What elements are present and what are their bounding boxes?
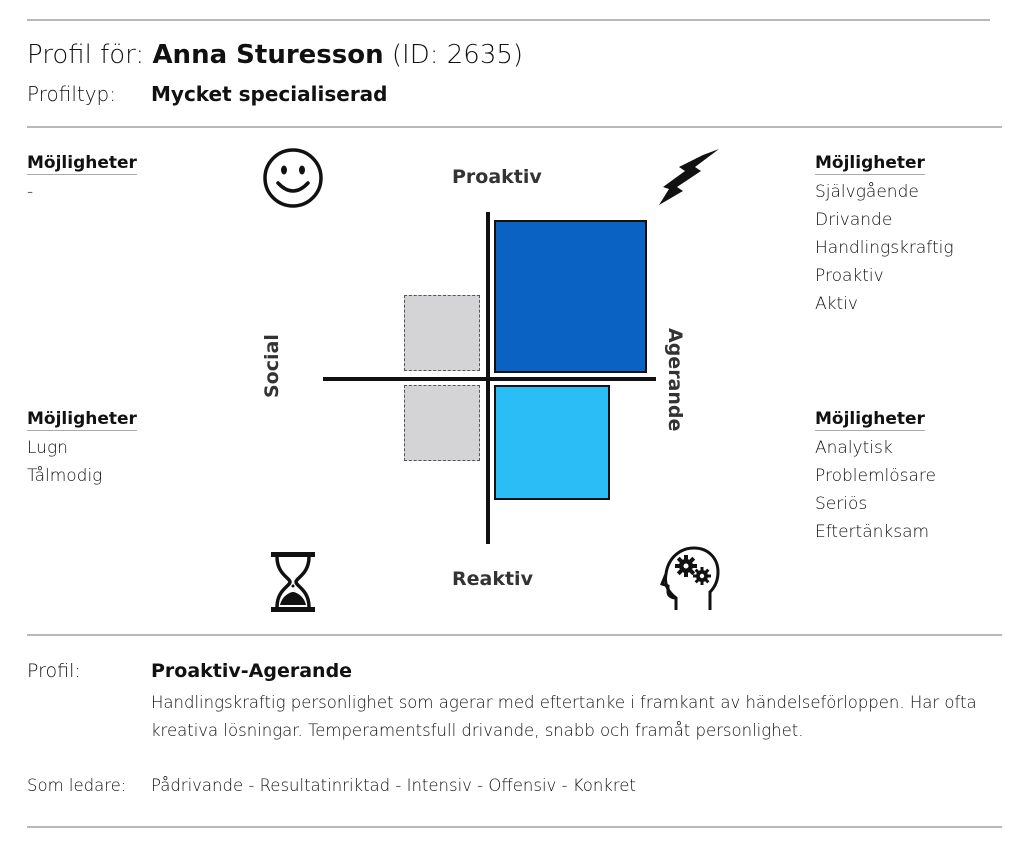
profile-type: Proaktiv-Agerande <box>151 660 353 682</box>
quadrant-social-reaktiv <box>404 385 480 461</box>
title-prefix: Profil för: <box>27 40 145 70</box>
opportunity-item: Problemlösare <box>815 466 936 486</box>
quadrant-reaktiv-agerande <box>494 385 610 500</box>
chart-divider <box>27 634 1002 636</box>
opportunity-item: Lugn <box>27 438 68 458</box>
opportunity-item: Analytisk <box>815 438 893 458</box>
profiltyp-label: Profiltyp: <box>27 82 116 106</box>
opportunity-item: Tålmodig <box>27 466 103 486</box>
head-gears-icon <box>660 546 720 610</box>
opportunity-item: Aktiv <box>815 294 858 314</box>
opportunities-top-right: Möjligheter Självgående Drivande Handlin… <box>815 152 954 318</box>
opportunity-item: Handlingskraftig <box>815 238 954 258</box>
quadrant-proaktiv-agerande <box>494 220 647 373</box>
quadrant-social-proaktiv <box>404 295 480 371</box>
top-divider <box>27 19 990 21</box>
opportunities-heading: Möjligheter <box>27 409 137 431</box>
bottom-divider <box>27 826 1002 828</box>
axis-label-proaktiv: Proaktiv <box>452 166 542 188</box>
opportunities-bottom-right: Möjligheter Analytisk Problemlösare Seri… <box>815 408 936 546</box>
opportunities-top-left: Möjligheter - <box>27 152 137 206</box>
axis-label-agerande: Agerande <box>664 328 686 432</box>
leader-value: Pådrivande - Resultatinriktad - Intensiv… <box>151 776 636 795</box>
person-name: Anna Sturesson <box>152 40 384 70</box>
hourglass-icon <box>271 552 315 612</box>
smiley-icon <box>263 148 323 208</box>
profile-label: Profil: <box>27 660 81 682</box>
opportunity-item: Seriös <box>815 494 868 514</box>
axis-label-social: Social <box>261 334 283 398</box>
opportunity-item: Självgående <box>815 182 919 202</box>
axis-label-reaktiv: Reaktiv <box>452 568 533 590</box>
opportunities-heading: Möjligheter <box>27 153 137 175</box>
person-id: (ID: 2635) <box>391 40 524 70</box>
profile-description: Handlingskraftig personlighet som agerar… <box>151 693 977 740</box>
leader-label: Som ledare: <box>27 776 127 795</box>
header-divider <box>27 126 1002 128</box>
opportunity-item: - <box>27 182 34 202</box>
horizontal-axis <box>323 377 656 381</box>
opportunities-bottom-left: Möjligheter Lugn Tålmodig <box>27 408 137 490</box>
opportunities-heading: Möjligheter <box>815 409 925 431</box>
profiltyp-value: Mycket specialiserad <box>151 82 388 106</box>
lightning-icon <box>659 149 719 205</box>
opportunity-item: Proaktiv <box>815 266 884 286</box>
opportunities-heading: Möjligheter <box>815 153 925 175</box>
opportunity-item: Drivande <box>815 210 893 230</box>
profile-title: Profil för: Anna Sturesson (ID: 2635) <box>27 40 523 70</box>
opportunity-item: Eftertänksam <box>815 522 930 542</box>
